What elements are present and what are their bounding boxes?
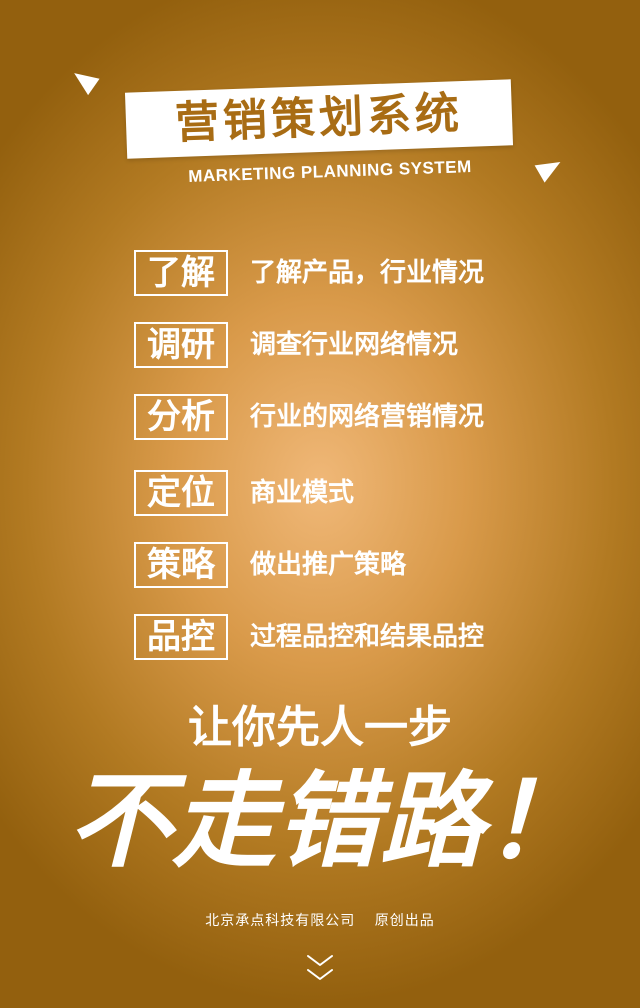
step-key-box: 了解 — [134, 250, 228, 296]
footer-credit: 北京承点科技有限公司 原创出品 — [0, 910, 640, 930]
step-key: 定位 — [147, 473, 215, 513]
credit-note: 原创出品 — [374, 913, 435, 929]
step-item-research: 调研 调查行业网络情况 — [134, 322, 594, 372]
step-key: 品控 — [147, 617, 215, 657]
page-subtitle: MARKETING PLANNING SYSTEM — [187, 157, 473, 186]
step-item-strategy: 策略 做出推广策略 — [134, 542, 594, 592]
step-key: 策略 — [147, 545, 215, 585]
step-key-box: 策略 — [134, 542, 228, 588]
step-description: 了解产品，行业情况 — [250, 258, 485, 288]
step-description: 做出推广策略 — [250, 550, 407, 580]
step-key-box: 调研 — [134, 322, 228, 368]
step-item-quality-control: 品控 过程品控和结果品控 — [134, 614, 594, 664]
step-description: 行业的网络营销情况 — [250, 402, 485, 432]
step-description: 商业模式 — [250, 478, 355, 508]
step-key-box: 定位 — [134, 470, 228, 516]
step-item-understand: 了解 了解产品，行业情况 — [134, 250, 594, 300]
double-chevron-down-icon[interactable] — [303, 950, 337, 986]
step-description: 调查行业网络情况 — [250, 330, 459, 360]
slogan-line-2: 不走错路！ — [67, 760, 588, 882]
step-key-box: 品控 — [134, 614, 228, 660]
page-title: 营销策划系统 — [174, 87, 464, 150]
step-key: 分析 — [147, 397, 215, 437]
step-description: 过程品控和结果品控 — [250, 622, 485, 652]
step-key: 调研 — [147, 325, 215, 365]
arrow-pointer-left-icon — [68, 64, 100, 96]
company-name: 北京承点科技有限公司 — [205, 913, 356, 929]
step-key: 了解 — [147, 253, 215, 293]
title-banner: 营销策划系统 — [124, 79, 514, 159]
slogan-line-1: 让你先人一步 — [188, 702, 452, 753]
step-item-positioning: 定位 商业模式 — [134, 470, 594, 520]
step-item-analysis: 分析 行业的网络营销情况 — [134, 394, 594, 444]
step-key-box: 分析 — [134, 394, 228, 440]
